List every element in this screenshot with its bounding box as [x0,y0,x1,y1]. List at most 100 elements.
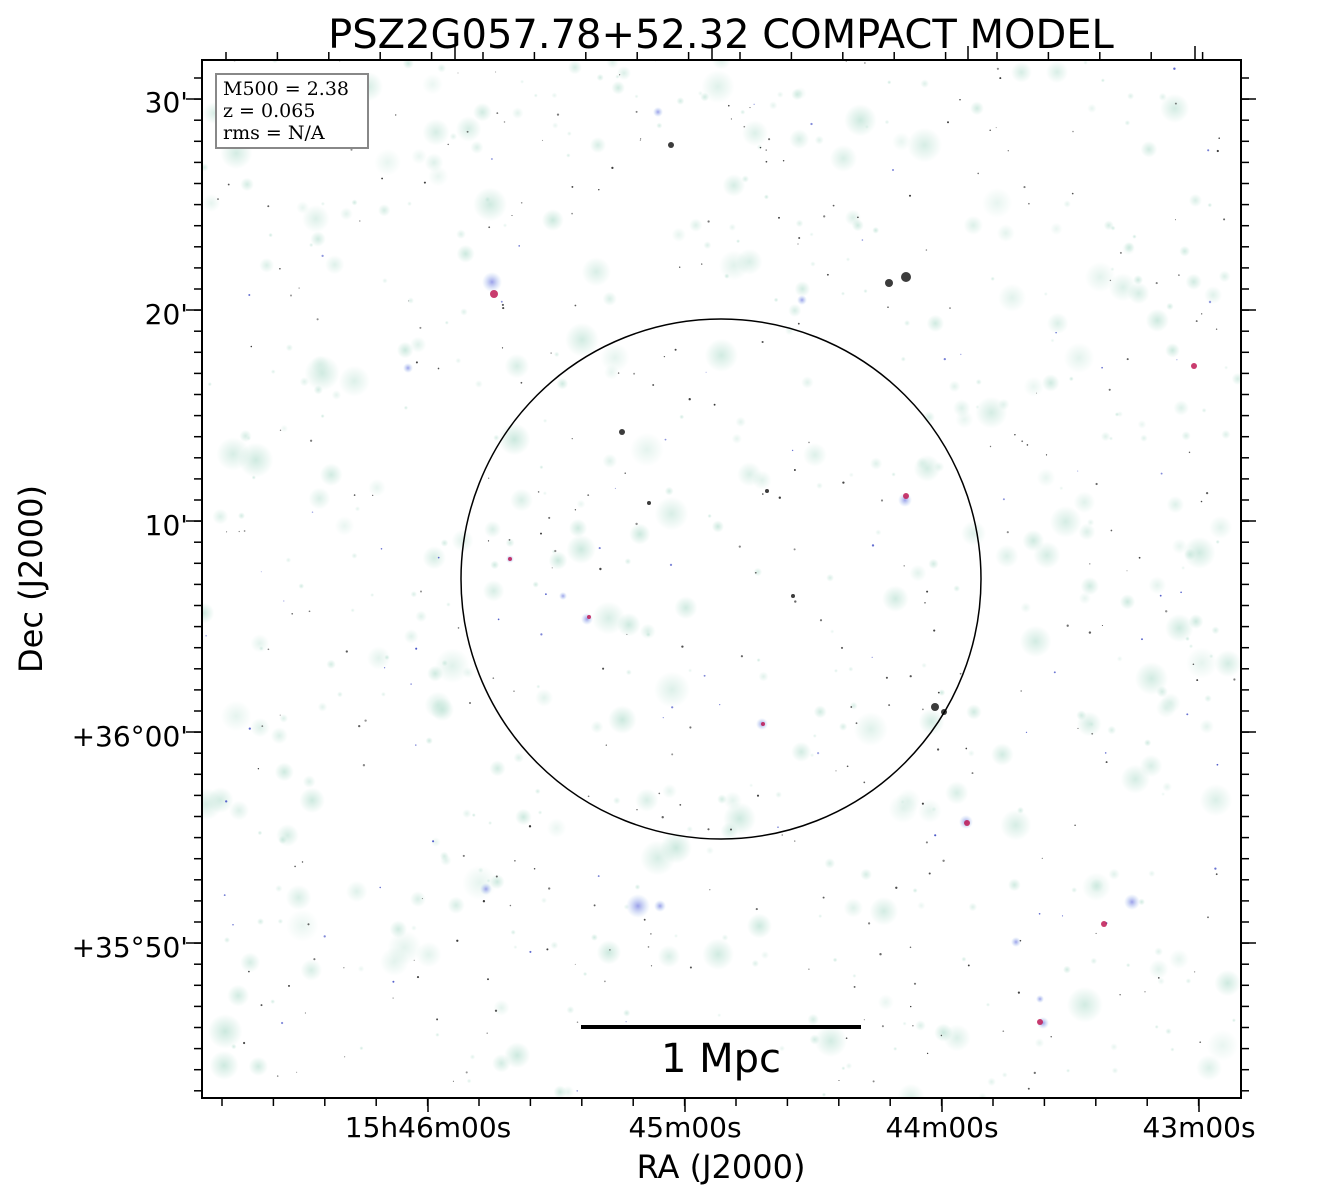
diffuse-blob [789,129,810,150]
diffuse-blob [624,558,632,565]
point-source [832,204,835,207]
x-axis-label: RA (J2000) [637,1148,806,1186]
point-source [576,1090,578,1092]
point-source [383,667,386,669]
compact-source [797,295,807,305]
diffuse-blob [1168,949,1189,970]
diffuse-blob [410,591,417,598]
diffuse-blob [869,896,899,926]
compact-source [654,900,666,912]
diffuse-blob [703,241,712,250]
diffuse-blob [207,787,234,814]
diffuse-blob [381,691,386,697]
diffuse-blob [987,1077,996,1087]
diffuse-blob [630,432,664,467]
diffuse-blob [462,809,472,819]
point-source [765,149,767,151]
figure-title: PSZ2G057.78+52.32 COMPACT MODEL [328,12,1114,58]
diffuse-blob [510,929,516,935]
diffuse-blob [717,794,727,805]
point-source [291,613,294,615]
diffuse-blob [1076,710,1087,721]
compact-source [885,279,893,287]
point-source [267,648,270,651]
compact-source [490,290,498,298]
diffuse-blob [721,934,729,941]
diffuse-blob [589,137,607,154]
point-source [1072,130,1074,133]
diffuse-blob [1033,541,1061,569]
diffuse-blob [1148,959,1169,979]
diffuse-blob [615,74,620,79]
diffuse-blob [250,634,270,653]
diffuse-blob [1185,978,1192,984]
diffuse-blob [841,1066,846,1071]
diffuse-blob [240,952,261,973]
diffuse-blob [285,884,312,911]
diffuse-blob [339,207,353,221]
diffuse-blob [645,632,651,637]
point-source [1035,392,1038,394]
point-source [1126,570,1128,572]
diffuse-blob [209,1050,239,1080]
point-source [1061,915,1064,917]
point-source [846,765,849,768]
point-source [1045,454,1048,456]
diffuse-blob [311,355,330,374]
diffuse-blob [1000,809,1032,841]
point-source [1089,563,1091,565]
point-source [797,322,800,325]
point-source [778,216,780,219]
diffuse-blob [334,516,355,536]
point-source [1110,529,1113,532]
point-source [1108,388,1111,391]
compact-source [1036,995,1044,1003]
point-source [514,859,516,862]
point-source [419,326,422,329]
point-source [842,481,845,484]
point-source [977,172,979,175]
diffuse-blob [274,762,294,782]
diffuse-blob [455,116,482,142]
diffuse-blob [202,194,221,212]
point-source [922,708,924,711]
diffuse-blob [460,308,468,316]
diffuse-blob [812,733,817,738]
point-source [571,185,574,188]
diffuse-blob [1063,965,1071,974]
point-source [541,139,544,141]
point-source [1007,150,1009,152]
point-source [1006,531,1009,534]
point-source [1218,137,1220,139]
point-source [298,287,300,289]
point-source [661,816,664,819]
diffuse-blob [596,940,622,965]
point-source [395,114,397,116]
point-source [501,347,504,349]
diffuse-blob [1008,878,1021,892]
diffuse-blob [1157,977,1165,985]
point-source [1223,218,1226,221]
diffuse-blob [449,132,457,141]
point-source [248,970,250,973]
point-source [587,795,590,798]
point-source [910,1005,912,1008]
point-source [937,691,940,694]
diffuse-blob [590,933,598,941]
point-source [205,634,207,637]
point-source [488,477,490,479]
point-source [863,1019,865,1021]
point-source [546,948,549,951]
point-source [362,764,366,767]
point-source [1066,624,1069,627]
point-source [279,714,281,716]
y-tick-20: 20' [145,298,188,331]
diffuse-blob [1119,594,1136,610]
diffuse-blob [546,818,567,838]
diffuse-blob [482,580,505,602]
point-source [619,74,621,76]
point-source [509,904,512,907]
diffuse-blob [674,933,678,938]
bright-sources [403,107,1197,1029]
diffuse-blob [309,242,314,248]
